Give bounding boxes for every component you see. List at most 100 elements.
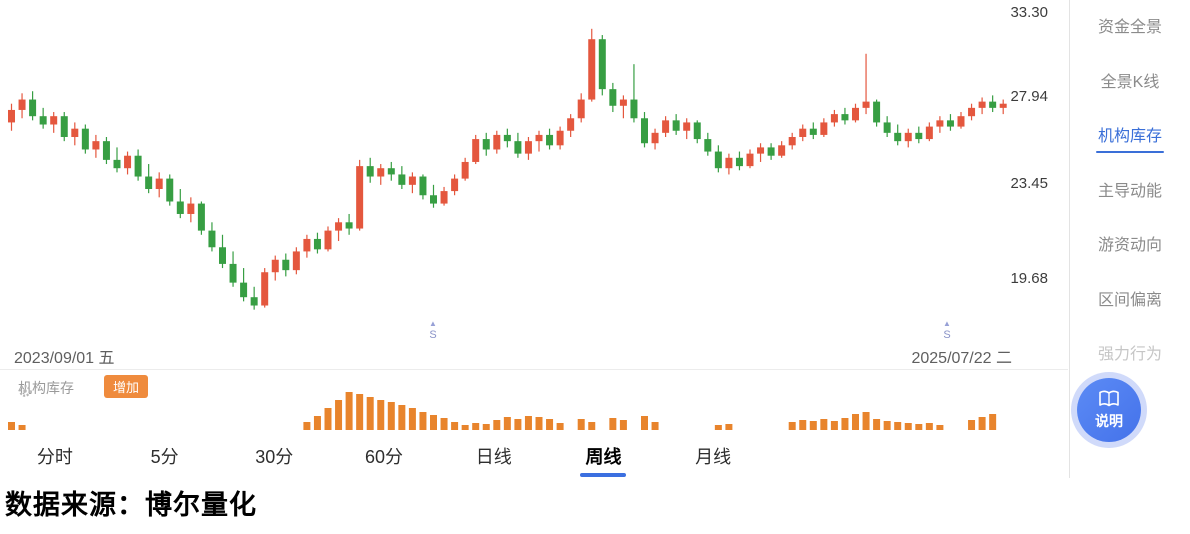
candle	[335, 222, 343, 231]
candle	[503, 134, 511, 142]
candle	[946, 120, 954, 127]
volume-bar	[788, 422, 796, 430]
y-axis-label: 23.45	[1010, 175, 1048, 192]
sidebar-item-强力行为[interactable]: 强力行为	[1070, 327, 1190, 382]
candle	[641, 118, 648, 144]
candle	[788, 136, 796, 146]
volume-bar	[894, 422, 902, 430]
sidebar-item-游资动向[interactable]: 游资动向	[1070, 218, 1190, 273]
sidebar-item-label: 强力行为	[1097, 346, 1162, 364]
volume-bar	[366, 397, 374, 430]
candle	[820, 122, 828, 135]
triangle-up-icon: ▲	[943, 319, 951, 328]
candle	[704, 139, 712, 152]
candle	[377, 168, 385, 177]
volume-bar	[968, 420, 976, 430]
tab-日线[interactable]: 日线	[475, 447, 512, 467]
candle	[155, 178, 163, 190]
indicator-name: 机构库存	[18, 378, 74, 398]
candle	[999, 103, 1007, 108]
volume-bar	[588, 422, 596, 430]
volume-bar	[451, 422, 459, 430]
candle	[662, 120, 670, 133]
help-button[interactable]: 说明	[1077, 378, 1141, 442]
tab-月线[interactable]: 月线	[695, 447, 732, 467]
candle	[324, 230, 332, 250]
y-axis-label: 33.30	[1010, 4, 1048, 21]
tab-60分[interactable]: 60分	[365, 447, 404, 467]
candle	[546, 134, 554, 146]
candle	[134, 155, 142, 177]
sidebar-item-机构库存[interactable]: 机构库存	[1070, 109, 1190, 164]
tab-5分[interactable]: 5分	[150, 447, 179, 467]
candle	[925, 126, 933, 140]
volume-bar	[440, 418, 448, 430]
candle	[957, 116, 965, 127]
volume-bar	[883, 421, 891, 430]
sidebar-item-label: 全景K线	[1100, 73, 1160, 91]
volume-bar	[472, 423, 480, 430]
candle	[630, 99, 638, 119]
candle	[113, 159, 121, 169]
candle	[440, 191, 448, 204]
volume-bar	[873, 419, 881, 430]
function-sidebar: 资金全景全景K线机构库存主导动能游资动向区间偏离强力行为	[1069, 0, 1190, 478]
candle	[250, 297, 258, 306]
candle	[873, 101, 881, 123]
sidebar-item-主导动能[interactable]: 主导动能	[1070, 164, 1190, 219]
tab-分时[interactable]: 分时	[36, 447, 73, 467]
indicator-label-text: 机构库存	[18, 380, 74, 396]
sidebar-item-label: 主导动能	[1097, 182, 1162, 200]
sidebar-item-资金全景[interactable]: 资金全景	[1070, 0, 1190, 55]
volume-bar	[915, 424, 923, 430]
volume-bar	[936, 425, 944, 430]
candle	[292, 251, 300, 271]
candle	[219, 247, 226, 264]
candle	[451, 178, 459, 192]
volume-bar	[820, 419, 828, 430]
candle	[915, 132, 923, 140]
volume-bar	[978, 417, 986, 430]
horizontal-divider	[0, 369, 1068, 370]
candle	[472, 139, 480, 162]
volume-bar	[419, 412, 427, 430]
candlestick-chart[interactable]: 33.30 27.94 23.45 19.68 2023/09/01 五 202…	[0, 0, 1068, 368]
candle	[313, 238, 321, 250]
sidebar-item-全景K线[interactable]: 全景K线	[1070, 55, 1190, 110]
candle	[356, 166, 364, 229]
y-axis-label: 19.68	[1010, 270, 1048, 287]
tab-30分[interactable]: 30分	[255, 447, 294, 467]
candle	[746, 153, 754, 167]
volume-bar	[725, 424, 733, 430]
y-axis-label: 27.94	[1010, 88, 1048, 105]
candle	[197, 203, 205, 231]
candle	[936, 120, 944, 127]
candle	[187, 203, 195, 214]
sidebar-item-区间偏离[interactable]: 区间偏离	[1070, 273, 1190, 328]
candle	[598, 39, 606, 90]
candle	[366, 166, 374, 177]
candle	[461, 161, 469, 179]
candle	[714, 151, 722, 169]
candles-svg[interactable]	[0, 0, 1068, 340]
volume-bar	[830, 421, 838, 430]
timeframe-tab-bar: 分时 5分 30分 60分 日线 周线 月线	[0, 434, 768, 478]
volume-bar	[335, 400, 343, 430]
candle	[535, 134, 543, 142]
volume-bar	[514, 419, 522, 430]
volume-bar	[799, 420, 807, 430]
volume-bar	[387, 402, 395, 430]
volume-bar	[482, 424, 490, 430]
volume-bar	[556, 423, 564, 430]
sidebar-item-label: 区间偏离	[1097, 291, 1162, 309]
volume-bar	[303, 422, 311, 430]
volume-bar	[408, 408, 416, 430]
volume-bar	[8, 422, 15, 430]
candle	[883, 122, 891, 133]
candle	[145, 176, 153, 190]
tab-周线[interactable]: 周线	[549, 434, 659, 478]
volume-bar	[313, 416, 321, 430]
candle	[102, 141, 110, 160]
candle	[50, 116, 58, 125]
